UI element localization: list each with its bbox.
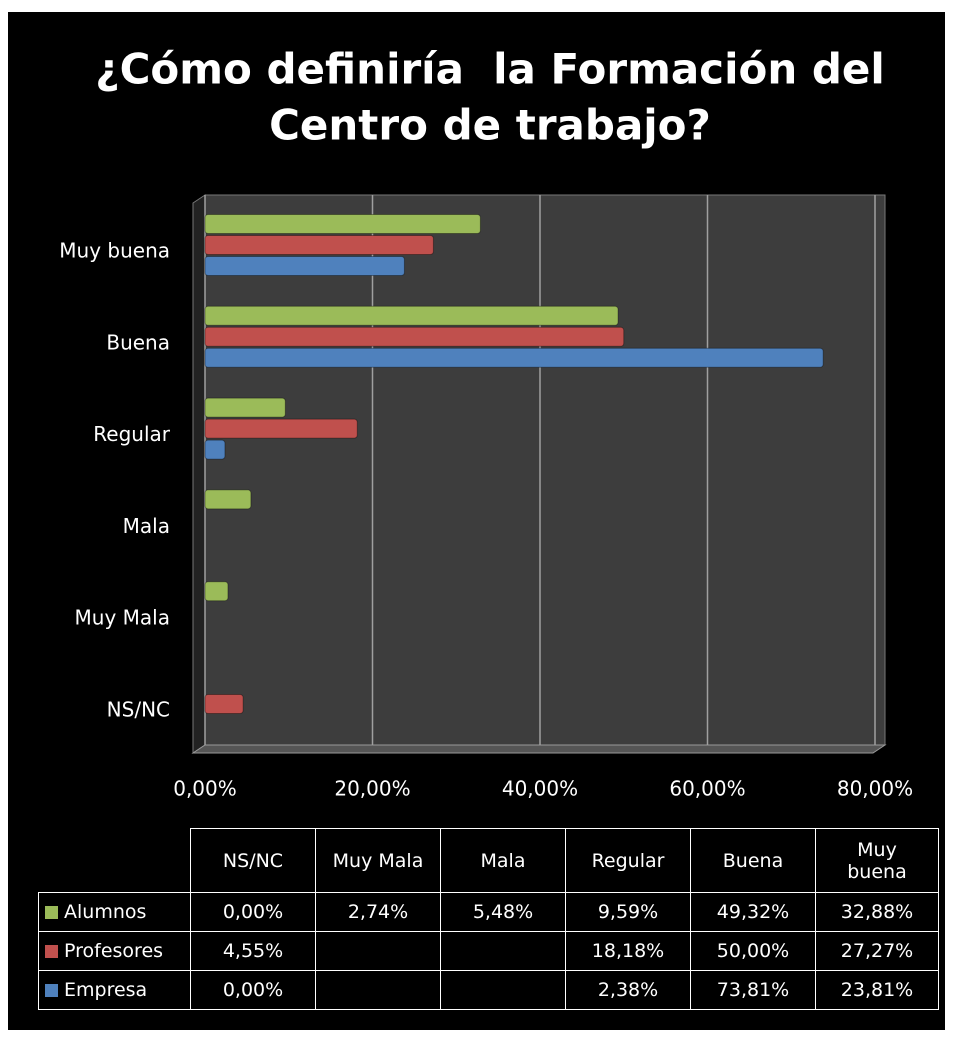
legend-marker xyxy=(45,945,58,958)
bar xyxy=(204,326,625,347)
bar xyxy=(204,305,619,326)
plot-area xyxy=(204,194,886,746)
bar xyxy=(204,347,824,368)
legend-label: Alumnos xyxy=(64,901,147,923)
bar xyxy=(204,397,286,418)
bar xyxy=(204,581,229,602)
x-tick-label: 60,00% xyxy=(669,777,745,801)
bar xyxy=(204,235,434,255)
bar xyxy=(204,439,226,460)
table-header-cell: Mala xyxy=(440,828,566,893)
x-tick-label: 80,00% xyxy=(837,777,913,801)
legend-label: Profesores xyxy=(64,940,164,962)
table-header-cell: Muy Mala xyxy=(315,828,441,893)
table-cell: 0,00% xyxy=(190,892,316,932)
table-header-cell: NS/NC xyxy=(190,828,316,893)
table-cell: 2,38% xyxy=(565,970,691,1010)
table-corner xyxy=(39,829,191,893)
chart-title: ¿Cómo definiría la Formación del xyxy=(95,45,885,94)
bar xyxy=(204,214,481,234)
legend-cell: Empresa xyxy=(38,970,191,1010)
bar xyxy=(204,256,405,276)
table-row: Alumnos 0,00% 2,74% 5,48% 9,59% 49,32% 32,88% xyxy=(38,892,939,932)
y-tick-label: Regular xyxy=(93,422,170,446)
legend-cell: Alumnos xyxy=(38,892,191,932)
table-header-cell: Muy buena xyxy=(815,828,939,893)
data-table: NS/NC Muy Mala Mala Regular Buena Muy buena Al… xyxy=(38,828,939,1010)
bar xyxy=(204,418,358,439)
table-cell: 73,81% xyxy=(690,970,816,1010)
legend-marker xyxy=(45,906,58,919)
table-row: Profesores 4,55% 18,18% 50,00% 27,27% xyxy=(38,931,939,971)
table-cell: 32,88% xyxy=(815,892,939,932)
table-header-row: NS/NC Muy Mala Mala Regular Buena Muy buena xyxy=(39,828,939,893)
y-tick-label: Muy buena xyxy=(59,239,170,263)
x-tick-label: 20,00% xyxy=(334,777,410,801)
table-cell xyxy=(440,931,566,971)
y-tick-label: Mala xyxy=(123,514,170,538)
table-header-cell: Regular xyxy=(565,828,691,893)
y-tick-label: NS/NC xyxy=(107,698,170,722)
plot-floor xyxy=(191,744,887,754)
table-row: Empresa 0,00% 2,38% 73,81% 23,81% xyxy=(38,970,939,1010)
y-tick-label: Muy Mala xyxy=(75,606,170,630)
table-cell: 2,74% xyxy=(315,892,441,932)
y-tick-label: Buena xyxy=(106,330,170,354)
table-cell: 50,00% xyxy=(690,931,816,971)
table-cell: 5,48% xyxy=(440,892,566,932)
table-cell: 23,81% xyxy=(815,970,939,1010)
plot-wall xyxy=(192,194,206,754)
legend-marker xyxy=(45,984,58,997)
bar xyxy=(204,489,252,510)
table-cell: 9,59% xyxy=(565,892,691,932)
x-tick-label: 0,00% xyxy=(173,777,237,801)
legend-cell: Profesores xyxy=(38,931,191,971)
table-cell: 18,18% xyxy=(565,931,691,971)
x-tick-label: 40,00% xyxy=(502,777,578,801)
table-cell: 49,32% xyxy=(690,892,816,932)
table-cell xyxy=(315,970,441,1010)
table-cell: 0,00% xyxy=(190,970,316,1010)
table-header-cell: Buena xyxy=(690,828,816,893)
table-cell xyxy=(315,931,441,971)
table-cell: 27,27% xyxy=(815,931,939,971)
legend-label: Empresa xyxy=(64,979,148,1001)
table-cell: 4,55% xyxy=(190,931,316,971)
chart-title: Centro de trabajo? xyxy=(269,101,711,150)
table-cell xyxy=(440,970,566,1010)
bar xyxy=(204,694,244,714)
